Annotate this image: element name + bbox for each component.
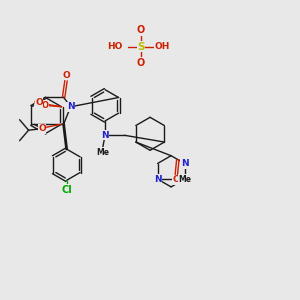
Text: N: N (67, 102, 74, 111)
Text: HO: HO (107, 42, 122, 51)
Text: N: N (181, 159, 188, 168)
Text: O: O (38, 124, 46, 133)
Text: O: O (137, 25, 145, 35)
Text: OH: OH (155, 42, 170, 51)
Text: N: N (101, 131, 109, 140)
Text: S: S (137, 41, 145, 52)
Text: N: N (154, 175, 161, 184)
Text: Me: Me (178, 175, 192, 184)
Text: Cl: Cl (61, 185, 72, 195)
Text: Me: Me (96, 148, 109, 157)
Text: O: O (172, 176, 180, 184)
Text: O: O (34, 99, 41, 108)
Text: O: O (42, 101, 49, 110)
Text: O: O (62, 71, 70, 80)
Text: O: O (137, 58, 145, 68)
Text: O: O (35, 98, 43, 107)
